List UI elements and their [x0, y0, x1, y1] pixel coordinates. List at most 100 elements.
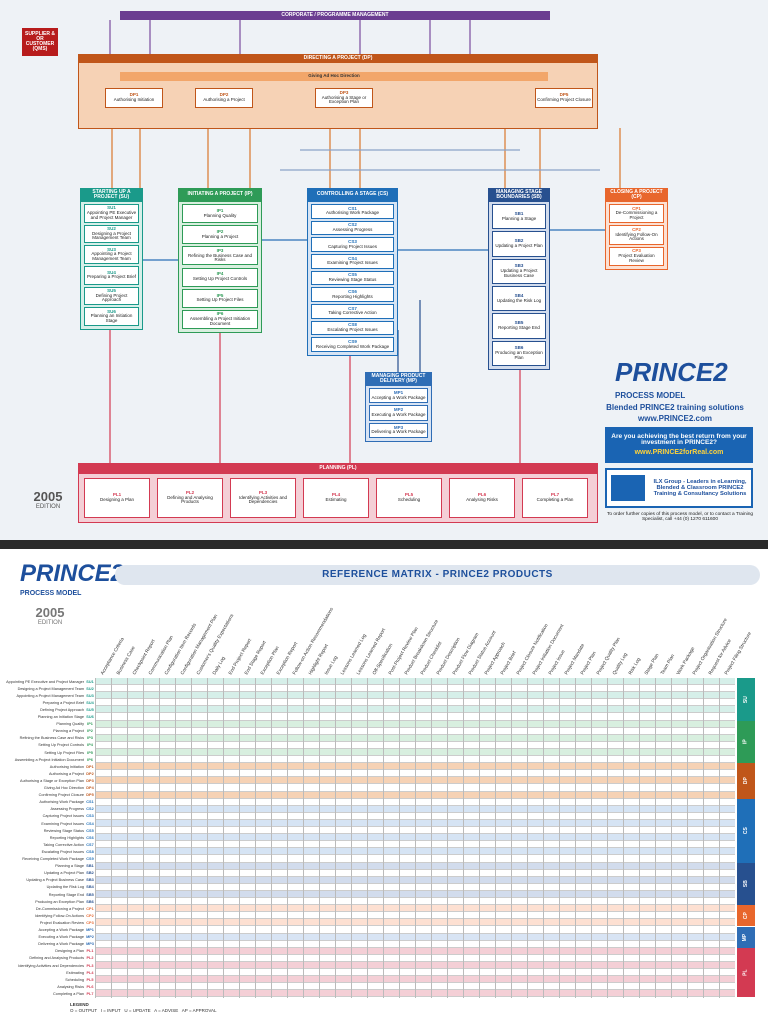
column-line	[479, 678, 480, 998]
process-step: MP2 Executing a Work Package	[369, 405, 428, 421]
row-code: PL4	[86, 970, 94, 975]
process-step: CS9 Receiving Completed Work Package	[311, 337, 394, 352]
process-step: PL4 Estimating	[303, 478, 369, 518]
process-step: SU6 Planning an Initiation Stage	[84, 307, 139, 326]
group-band: DP	[737, 763, 755, 799]
edition-label: EDITION	[37, 619, 63, 626]
process-step: CS8 Escalating Project Issues	[311, 320, 394, 336]
process-step: CS2 Assessing Progress	[311, 220, 394, 236]
step-label: Receiving Completed Work Package	[315, 343, 390, 349]
edition-year: 2005	[33, 489, 63, 505]
ad-hoc-direction: Giving Ad Hoc Direction	[120, 72, 548, 81]
promo-text: Are you achieving the best return from y…	[611, 432, 747, 447]
process-header: INITIATING A PROJECT (IP)	[178, 188, 262, 202]
process-step: SB1 Planning a Stage	[492, 204, 546, 230]
flow-lines	[109, 20, 621, 463]
step-label: Reporting Stage End	[498, 324, 540, 330]
row-code: SB3	[86, 878, 94, 883]
edition-label: EDITION	[35, 503, 61, 510]
row-code: PL6	[86, 984, 94, 989]
step-code: CS8	[348, 322, 357, 328]
row-code: CS7	[86, 842, 94, 847]
step-code: PL4	[331, 492, 341, 498]
step-code: CP2	[632, 226, 641, 232]
column-line	[399, 678, 400, 998]
process-header: CONTROLLING A STAGE (CS)	[307, 188, 398, 202]
row-code: CS1	[86, 800, 94, 805]
step-label: Capturing Project Issues	[327, 243, 378, 249]
process-step: CS4 Examining Project Issues	[311, 254, 394, 269]
supplier-box: SUPPLIER & OR CUSTOMER (QMS)	[22, 28, 58, 56]
group-band: SB	[737, 862, 755, 906]
process-step: CS5 Reviewing Stage Status	[311, 270, 394, 286]
process-step: PL1 Designing a Plan	[84, 478, 150, 518]
step-code: IP2	[216, 229, 224, 235]
step-label: Authorising Work Package	[326, 210, 379, 216]
step-label: Delivering a Work Package	[371, 429, 426, 435]
process-step: SB3 Updating a Project Business Case	[492, 258, 546, 284]
column-line	[191, 678, 192, 998]
website: www.PRINCE2.com	[638, 413, 712, 423]
step-label: Reviewing Stage Status	[328, 276, 377, 282]
step-label: Appointing PE Executive and Project Mana…	[86, 209, 137, 220]
process-header: PLANNING (PL)	[78, 463, 598, 474]
group-band: CP	[737, 905, 755, 927]
process-step: SU4 Preparing a Project Brief	[84, 266, 139, 285]
group-code: IP	[742, 739, 749, 745]
group-code: MP	[742, 933, 749, 941]
process-step: SU1 Appointing PE Executive and Project M…	[84, 204, 139, 223]
step-label: Project Evaluation Review	[618, 252, 655, 263]
process-header: STARTING UP A PROJECT (SU)	[80, 188, 143, 202]
group-band: PL	[737, 947, 755, 998]
process-step: CP2 Identifying Follow-On Actions	[609, 225, 664, 245]
row-label: Assessing Progress	[50, 807, 84, 812]
column-line	[95, 678, 96, 998]
process-step: DP3 Authorising a Stage or Exception Plan	[315, 88, 373, 108]
row-code: IP2	[87, 729, 93, 734]
tagline: Blended PRINCE2 training solutions	[606, 402, 744, 412]
step-label: Authorising a Project	[203, 97, 245, 102]
step-label: Planning a Project	[201, 233, 239, 239]
step-code: CS9	[348, 338, 357, 344]
row-code: CS8	[86, 849, 94, 854]
process-step: IP1 Planning Quality	[182, 204, 258, 224]
column-line	[671, 678, 672, 998]
row-code: CP3	[86, 920, 94, 925]
step-label: Designing a Project Management Team	[91, 230, 132, 241]
step-code: SU1	[107, 205, 116, 211]
row-code: IP4	[87, 743, 93, 748]
process-header: MANAGING STAGE BOUNDARIES (SB)	[488, 188, 550, 202]
column-line	[559, 678, 560, 998]
row-label: Appointing a Project Management Team	[16, 693, 84, 698]
process-step: MP1 Accepting a Work Package	[369, 388, 428, 404]
column-line	[159, 678, 160, 998]
row-code: DP4	[86, 786, 94, 791]
row-label: Planning Quality	[56, 722, 84, 727]
column-line	[287, 678, 288, 998]
step-label: Examining Project Issues	[327, 260, 378, 266]
column-line	[207, 678, 208, 998]
process-step: PL3 Identifying Activities and Dependenci…	[230, 478, 296, 518]
row-label: Completing a Plan	[52, 991, 84, 996]
row-code: PL1	[86, 949, 94, 954]
ilx-logo	[611, 475, 645, 501]
step-code: SB5	[514, 320, 524, 326]
step-code: SU6	[107, 308, 116, 314]
step-code: MP1	[393, 389, 404, 395]
column-line	[687, 678, 688, 998]
process-step: DP5 Confirming Project Closure	[535, 88, 593, 108]
row-label: Identifying Follow-On Actions	[35, 913, 84, 918]
process-step: PL6 Analysing Risks	[449, 478, 515, 518]
step-code: IP5	[216, 292, 224, 298]
row-label: Confirming Project Closure	[38, 793, 84, 798]
column-line	[639, 678, 640, 998]
edition-year: 2005	[35, 605, 65, 621]
row-label: De-Commissioning a Project	[35, 906, 84, 911]
step-code: CS6	[348, 288, 357, 294]
step-label: Confirming Project Closure	[537, 97, 591, 102]
process-step: IP2 Planning a Project	[182, 225, 258, 245]
row-code: CS5	[86, 828, 94, 833]
row-label: Updating a Project Plan	[44, 871, 84, 876]
step-code: CS1	[348, 205, 357, 211]
